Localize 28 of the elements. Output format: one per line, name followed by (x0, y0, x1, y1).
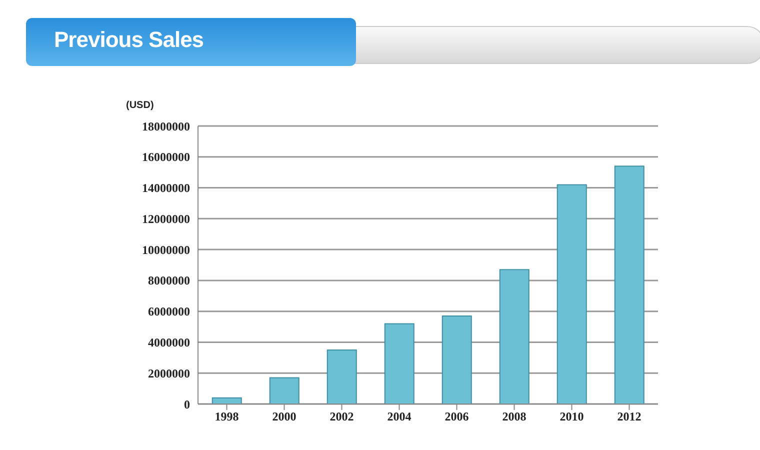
x-tick-label: 2010 (560, 410, 584, 424)
x-tick-label: 2000 (272, 410, 296, 424)
y-tick-label: 4000000 (148, 335, 190, 350)
bar (212, 397, 242, 404)
y-tick-label: 0 (184, 397, 190, 412)
bar (499, 269, 530, 404)
y-tick-label: 16000000 (142, 150, 190, 164)
bar (384, 323, 414, 404)
y-tick-label: 14000000 (142, 181, 190, 196)
bar (614, 166, 644, 404)
x-tick-label: 2002 (330, 410, 354, 424)
x-tick-label: 2012 (617, 410, 642, 424)
bar (556, 184, 587, 404)
y-tick-label: 12000000 (142, 212, 190, 226)
bar (442, 315, 472, 404)
y-tick-label: 18000000 (142, 119, 190, 134)
x-tick-label: 1998 (214, 410, 239, 424)
y-tick-label: 10000000 (142, 242, 190, 257)
bar (326, 349, 357, 404)
x-tick-label: 2006 (444, 410, 469, 424)
y-tick-label: 6000000 (148, 304, 190, 319)
bar (269, 377, 300, 404)
y-tick-label: 8000000 (148, 274, 190, 288)
x-tick-label: 2004 (387, 410, 412, 424)
y-axis-title: (USD) (126, 100, 154, 111)
y-tick-label: 2000000 (148, 366, 190, 380)
x-tick-label: 2008 (502, 410, 526, 424)
chart-title: Previous Sales (54, 27, 204, 53)
